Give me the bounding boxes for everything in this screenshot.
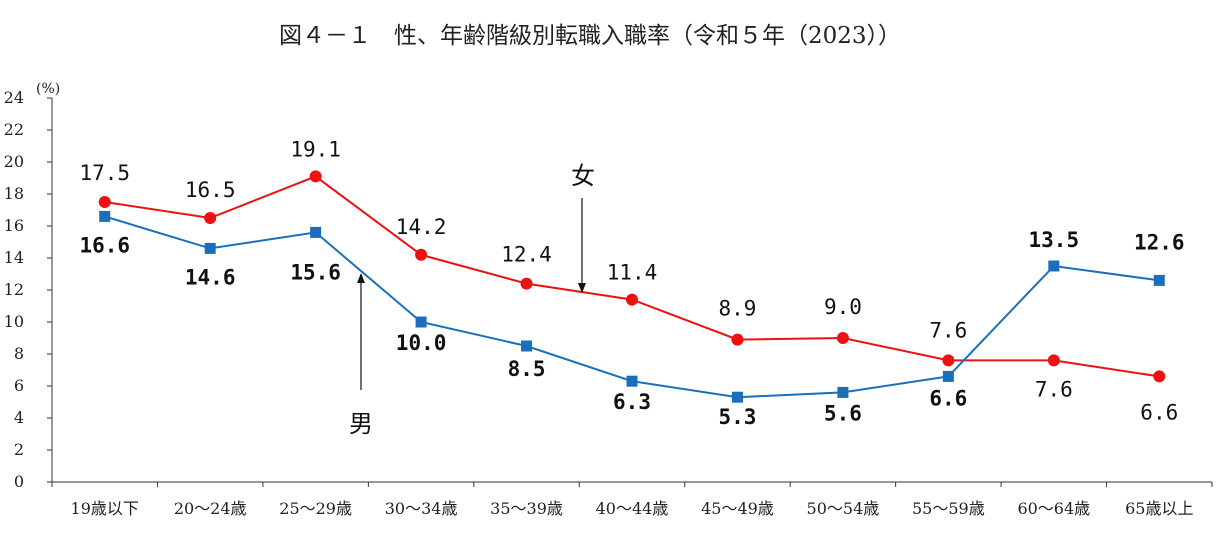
female-point (520, 277, 533, 290)
female-data-label: 11.4 (607, 261, 658, 285)
female-point (204, 212, 217, 224)
series-markers (98, 170, 1166, 403)
y-tick-label: 14 (4, 248, 24, 267)
female-point (98, 196, 111, 208)
female-data-label: 17.5 (79, 161, 130, 185)
female-point (836, 332, 849, 344)
series-line-male (104, 215, 1160, 399)
x-tick-label: 50～54歳 (807, 499, 880, 518)
female-data-label: 7.6 (929, 318, 967, 342)
male-series-label: 男 (349, 410, 373, 438)
x-tick-label: 45～49歳 (701, 499, 774, 518)
male-point (1048, 260, 1060, 272)
female-data-label: 9.0 (824, 295, 862, 319)
male-point (521, 340, 533, 352)
data-labels: 17.5 16.5 19.1 14.2 12.4 11.4 8.9 9.0 7.6 7.6 6.6 1… (79, 137, 1184, 429)
female-point (1153, 370, 1166, 383)
male-point (415, 316, 427, 328)
y-tick-label: 4 (14, 408, 24, 427)
y-tick-label: 12 (4, 280, 24, 299)
y-tick-label: 18 (4, 184, 24, 203)
x-tick-label: 60～64歳 (1017, 499, 1090, 518)
male-data-label: 6.6 (929, 386, 967, 410)
male-data-label: 5.6 (824, 401, 862, 425)
x-tick-label: 65歳以上 (1125, 499, 1193, 518)
y-tick-label: 16 (4, 216, 24, 235)
y-tick-label: 24 (4, 88, 24, 107)
x-tick-label: 55～59歳 (912, 499, 985, 518)
male-data-label: 10.0 (396, 331, 447, 355)
y-tick-label: 8 (14, 344, 24, 363)
y-tick-label: 10 (4, 312, 24, 331)
series-annotations: 女男 (349, 162, 595, 438)
y-axis-unit: (%) (36, 81, 60, 97)
female-data-label: 7.6 (1035, 377, 1073, 401)
male-point (310, 226, 322, 238)
x-tick-label: 19歳以下 (71, 499, 139, 518)
y-tick-label: 0 (14, 472, 24, 491)
y-tick-label: 22 (4, 120, 24, 139)
female-data-label: 16.5 (185, 178, 236, 202)
male-data-label: 16.6 (79, 233, 130, 257)
x-tick-label: 35～39歳 (490, 499, 563, 518)
female-point (942, 354, 955, 367)
male-point (99, 210, 111, 222)
male-data-label: 5.3 (718, 405, 756, 429)
male-point (731, 391, 743, 403)
male-data-label: 6.3 (613, 390, 651, 414)
male-data-label: 13.5 (1029, 228, 1080, 252)
female-point (626, 293, 638, 306)
y-tick-label: 2 (14, 440, 24, 459)
x-tick-label: 25～29歳 (279, 499, 352, 518)
male-point (942, 370, 954, 382)
male-data-label: 12.6 (1134, 230, 1185, 254)
female-point (309, 170, 322, 183)
male-point (204, 242, 216, 254)
female-point (731, 333, 744, 346)
x-tick-label: 40～44歳 (596, 499, 669, 518)
chart-title: 図４－１ 性、年齢階級別転職入職率（令和５年（2023）） (279, 23, 901, 49)
female-data-label: 19.1 (290, 137, 341, 161)
male-point (626, 375, 638, 387)
x-tick-label: 20～24歳 (174, 499, 247, 518)
y-tick-label: 20 (4, 152, 24, 171)
female-data-label: 14.2 (396, 215, 447, 239)
male-point (1153, 274, 1165, 286)
female-point (1047, 354, 1060, 367)
male-data-label: 8.5 (508, 357, 546, 381)
male-data-label: 15.6 (290, 260, 341, 284)
series-lines (104, 175, 1160, 399)
female-point (415, 248, 428, 261)
female-data-label: 6.6 (1140, 400, 1178, 424)
female-series-label: 女 (571, 162, 595, 190)
female-data-label: 8.9 (718, 297, 756, 321)
female-data-label: 12.4 (501, 243, 552, 267)
male-data-label: 14.6 (185, 265, 236, 289)
y-tick-label: 6 (14, 376, 24, 395)
male-point (837, 386, 849, 398)
x-tick-label: 30～34歳 (385, 499, 458, 518)
